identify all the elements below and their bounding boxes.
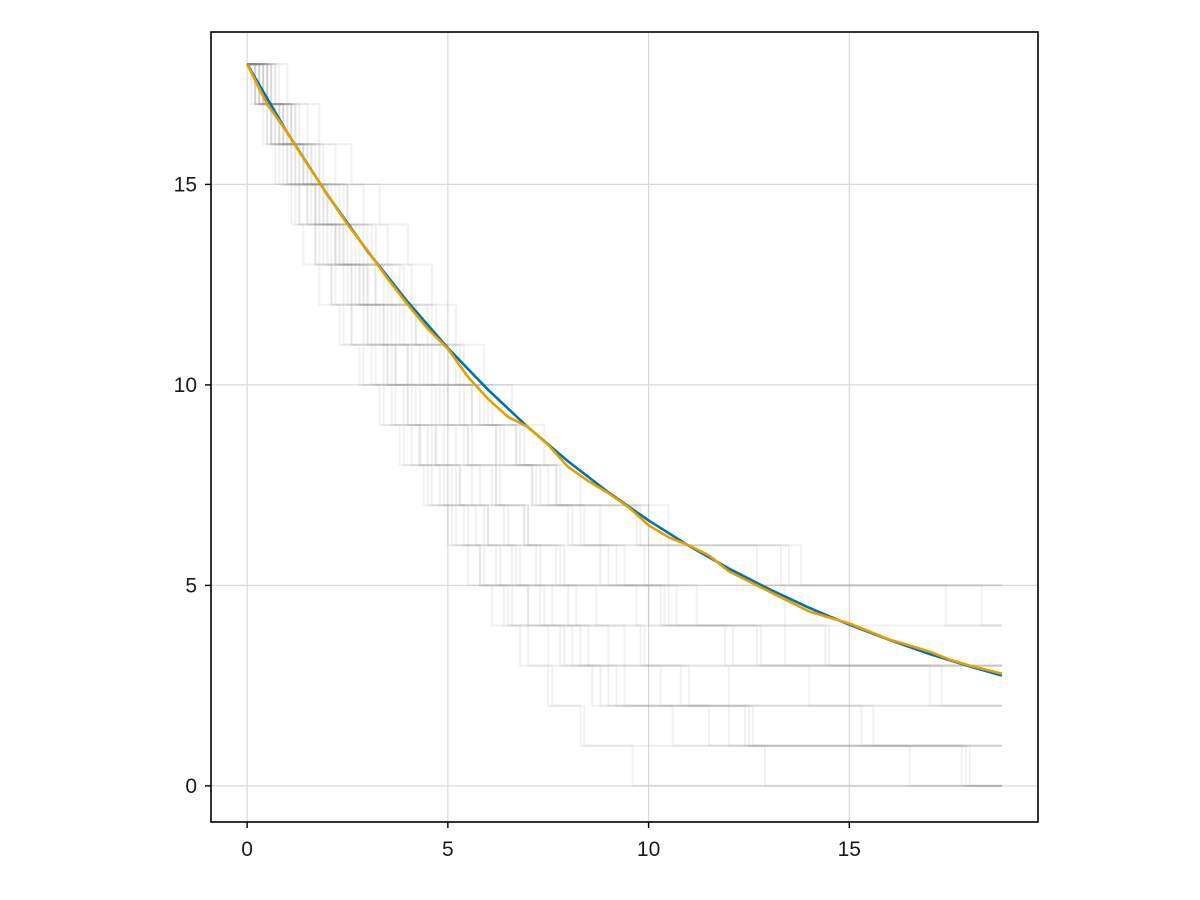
axis-ticks [205, 183, 851, 828]
trajectory-trace [247, 63, 1002, 747]
trajectory-trace [247, 63, 1002, 707]
trajectory-trace [247, 63, 1002, 707]
trajectory-trace [247, 63, 1002, 787]
trajectory-trace [247, 63, 1002, 787]
trajectory-trace [247, 63, 1002, 747]
trajectory-trace [247, 63, 1002, 587]
trajectory-trace [247, 63, 1002, 667]
y-tick-label: 5 [185, 574, 197, 597]
trajectory-trace [247, 63, 1002, 667]
y-tick-label: 10 [174, 374, 197, 397]
trajectory-trace [247, 63, 1002, 587]
grid-lines [211, 32, 1038, 822]
empirical-mean-line [245, 63, 1003, 675]
y-tick-label: 0 [185, 775, 197, 798]
trajectory-trace [247, 63, 1002, 707]
plot-frame [210, 31, 1039, 823]
x-tick-label: 15 [838, 838, 861, 861]
trajectory-trace [247, 63, 1002, 627]
trajectory-trace [247, 63, 1002, 667]
y-axis-tick-labels: 0 5 10 15 [174, 173, 197, 798]
trajectory-trace [247, 63, 1002, 747]
x-tick-label: 5 [442, 838, 454, 861]
trajectory-trace [247, 63, 1002, 787]
trajectory-trace [247, 63, 1002, 747]
trajectory-trace [247, 63, 1002, 707]
trajectory-trace [247, 63, 1002, 787]
trajectory-trace [247, 63, 1002, 627]
x-tick-label: 0 [241, 838, 253, 861]
trajectory-trace [247, 63, 1002, 667]
trajectory-trace [247, 63, 1002, 667]
trajectory-traces [247, 63, 1002, 787]
trajectory-trace [247, 63, 1002, 787]
y-tick-label: 15 [174, 173, 197, 196]
x-axis-tick-labels: 0 5 10 15 [241, 838, 861, 861]
mean-lines [245, 63, 1003, 677]
trajectory-trace [247, 63, 1002, 787]
x-tick-label: 10 [637, 838, 660, 861]
